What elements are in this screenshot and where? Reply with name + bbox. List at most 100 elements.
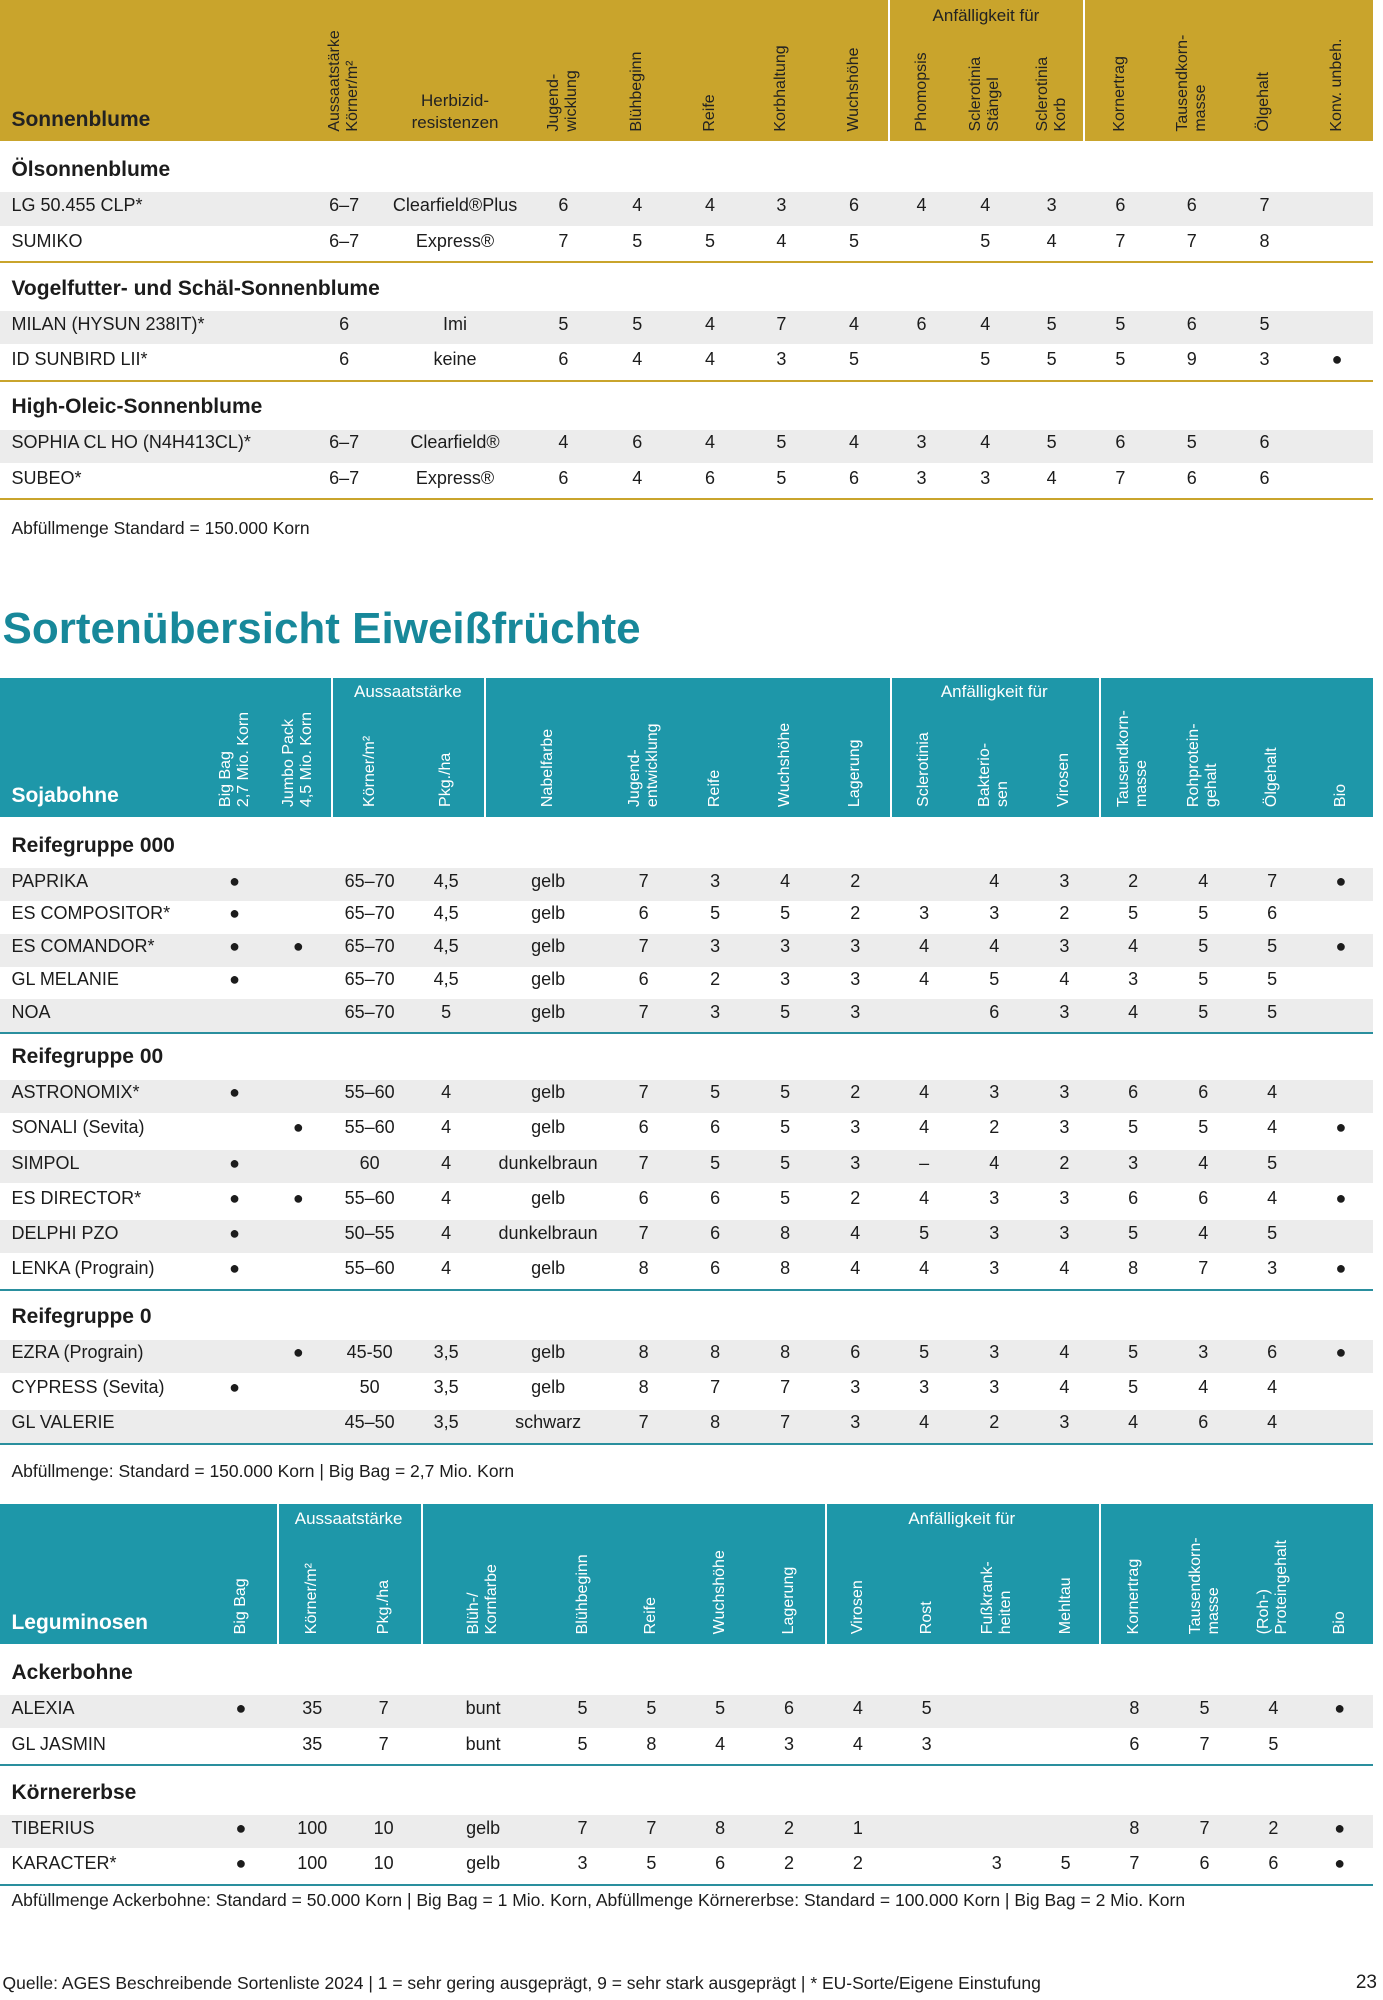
cell: 4 (1198, 1377, 1209, 1398)
cell: 5 (710, 1152, 721, 1173)
header-line: Ölgehalt (1255, 71, 1273, 132)
cell: 6 (1115, 195, 1126, 216)
cell: 5 (1115, 313, 1126, 334)
header-line: Bio (1331, 783, 1349, 807)
cell: 3 (1198, 1342, 1209, 1363)
variety-name: SONALI (Sevita) (11, 1117, 145, 1138)
header-line: Tausendkorn- (1115, 709, 1133, 807)
section-title: Reifegruppe 0 (11, 1305, 152, 1329)
cell: 3 (989, 1222, 1000, 1243)
cell: 1 (852, 1817, 863, 1838)
cell: 4,5 (433, 936, 459, 957)
header-line: resistenzen (411, 112, 499, 132)
cell: 5 (849, 230, 860, 251)
cell: 3 (916, 432, 927, 453)
cell: 6 (1198, 1187, 1209, 1208)
header-line: sen (994, 781, 1012, 807)
cell: ● (1335, 870, 1347, 891)
cell: 5 (780, 1152, 791, 1173)
cell: 7 (1199, 1817, 1210, 1838)
cell: 5 (1128, 903, 1139, 924)
header-line: heiten (996, 1590, 1014, 1635)
column-header: Pkg./ha (375, 1545, 393, 1634)
cell: 5 (921, 1697, 932, 1718)
header-line: Fußkrank- (978, 1561, 996, 1635)
header-line: Blühbeginn (573, 1554, 591, 1635)
cell: 7 (638, 1152, 649, 1173)
cell: 3 (989, 903, 1000, 924)
cell: 4 (558, 432, 569, 453)
header-line: Pkg./ha (437, 752, 455, 807)
group-label: Anfälligkeit für (908, 1509, 1016, 1529)
cell: 4 (1267, 1377, 1278, 1398)
column-header: Körner/m² (361, 719, 379, 807)
cell: 5 (704, 230, 715, 251)
cell: 6 (1129, 1733, 1140, 1754)
cell: 5 (710, 1082, 721, 1103)
cell: 60 (359, 1152, 380, 1173)
cell: 5 (1046, 432, 1057, 453)
cell: 3 (577, 1853, 588, 1874)
cell: 55–60 (344, 1187, 395, 1208)
column-header: Bio (1332, 686, 1350, 807)
cell: 6 (715, 1853, 726, 1874)
cell: 5 (776, 432, 787, 453)
cell: 4 (441, 1117, 452, 1138)
header-line: 2,7 Mio. Korn (234, 711, 252, 807)
cell: 8 (780, 1222, 791, 1243)
cell: 8 (710, 1412, 721, 1433)
cell: gelb (531, 903, 566, 924)
cell: Imi (443, 313, 468, 334)
cell: ● (229, 1187, 240, 1208)
cell: 7 (638, 936, 649, 957)
column-header: Bakterio-sen (976, 719, 1012, 807)
cell: 3 (1267, 1258, 1278, 1279)
cell: 5 (1128, 1377, 1139, 1398)
column-header: Wuchshöhe (845, 8, 863, 131)
cell: 5 (1267, 936, 1278, 957)
cell: 4 (989, 936, 1000, 957)
cell: 3 (710, 1001, 721, 1022)
cell: 3 (1059, 1412, 1070, 1433)
cell: 5 (632, 230, 643, 251)
column-header: Wuchshöhe (776, 686, 794, 807)
cell: ● (229, 936, 240, 957)
header-line: Blühbeginn (628, 51, 646, 132)
section-line (0, 1764, 1373, 1767)
variety-name: NOA (11, 1001, 51, 1022)
header-line: Konv. unbeh. (1328, 38, 1346, 132)
cell: gelb (531, 1258, 566, 1279)
cell: 65–70 (344, 870, 395, 891)
cell: 6 (638, 903, 649, 924)
cell: 8 (715, 1817, 726, 1838)
cell: 7 (638, 870, 649, 891)
page-number: 23 (1355, 1971, 1377, 1993)
cell: 5 (780, 903, 791, 924)
column-header: Sclerotinia Stängel (967, 41, 1003, 132)
cell: 4 (850, 1258, 861, 1279)
table-note: Abfüllmenge Ackerbohne: Standard = 50.00… (11, 1890, 1186, 1911)
cell: 2 (783, 1817, 795, 1838)
cell: 7 (378, 1697, 389, 1718)
cell: 6 (1186, 467, 1197, 488)
section-line (0, 379, 1373, 382)
column-header: Herbizid-resistenzen (412, 90, 499, 134)
cell: 4 (980, 195, 991, 216)
cell: 3 (980, 467, 991, 488)
cell: 6 (1199, 1853, 1210, 1874)
cell: gelb (531, 870, 566, 891)
row-band (0, 1815, 1373, 1849)
cell: 6 (1128, 1187, 1139, 1208)
cell: 6 (1259, 432, 1270, 453)
variety-name: KARACTER* (11, 1853, 117, 1874)
cell: 3,5 (433, 1377, 459, 1398)
column-header: Kornertrag (1125, 1512, 1143, 1635)
cell: 3 (989, 1082, 1000, 1103)
header-line: Kornertrag (1111, 55, 1129, 132)
column-header: Reife (701, 8, 719, 131)
cell: 4 (441, 1082, 452, 1103)
cell: 7 (1199, 1733, 1210, 1754)
cell: 7 (1198, 1258, 1209, 1279)
cell: 7 (577, 1817, 588, 1838)
cell: 4 (919, 936, 930, 957)
